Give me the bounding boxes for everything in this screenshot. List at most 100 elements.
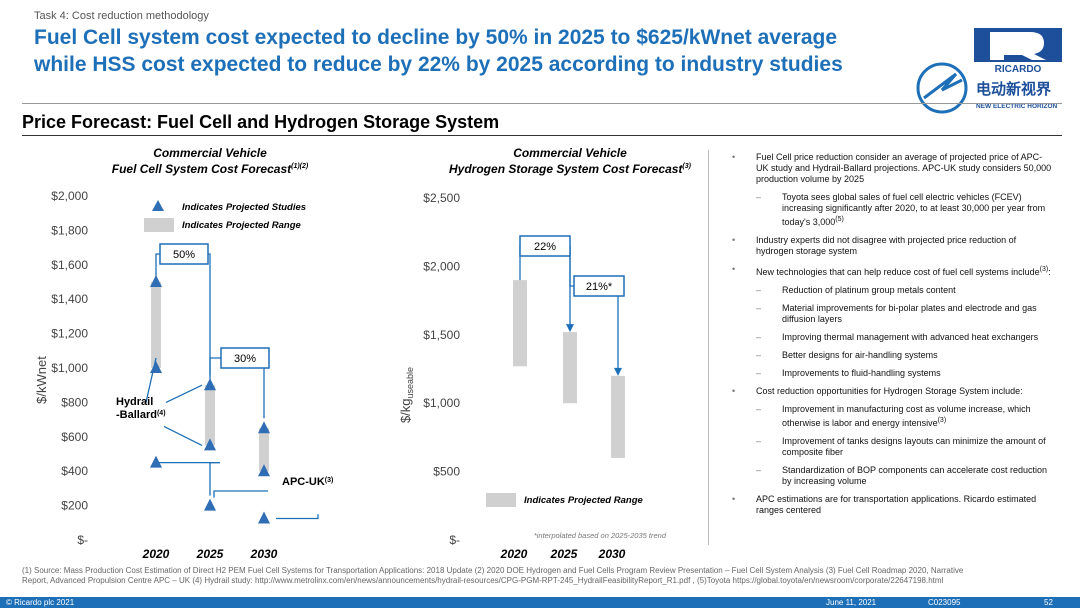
chart2-title-main: Hydrogen Storage System Cost Forecast bbox=[449, 162, 683, 176]
column-divider bbox=[708, 150, 709, 545]
chart1-apc-sup: (3) bbox=[325, 477, 334, 484]
chart1-x-tick: 2025 bbox=[196, 547, 224, 561]
sub-bullet-item: Improvement of tanks designs layouts can… bbox=[732, 436, 1052, 458]
bullet-text: Reduction of platinum group metals conte… bbox=[782, 285, 956, 295]
chart2-pct-box-1 bbox=[519, 235, 571, 257]
chart1-point bbox=[258, 511, 270, 524]
bullet-text: Improvements to fluid-handling systems bbox=[782, 368, 941, 378]
chart1-projected-ranges bbox=[151, 282, 269, 472]
sub-bullet-item: Improvements to fluid-handling systems bbox=[732, 368, 1052, 379]
chart1-legend-marker bbox=[152, 200, 164, 211]
chart2-connector-21 bbox=[569, 246, 619, 370]
chart1-point bbox=[150, 361, 162, 373]
chart2-x-tick: 2030 bbox=[598, 547, 626, 561]
bullet-sup: (5) bbox=[835, 216, 844, 223]
chart2-y-label-main: $/kg bbox=[398, 398, 413, 423]
chart1-title: Commercial Vehicle Fuel Cell System Cost… bbox=[90, 146, 330, 176]
chart1-y-tick: $2,000 bbox=[51, 189, 88, 203]
chart1-legend-range bbox=[144, 218, 174, 232]
logo-brand-text: RICARDO bbox=[995, 64, 1042, 75]
chart2-y-tick: $- bbox=[449, 533, 460, 547]
chart2-title: Commercial Vehicle Hydrogen Storage Syst… bbox=[420, 146, 720, 176]
footer-code: C023095 bbox=[928, 598, 961, 607]
chart1-legend-range-label: Indicates Projected Range bbox=[182, 220, 302, 231]
chart1-y-tick: $800 bbox=[61, 395, 88, 409]
bullet-text: Cost reduction opportunities for Hydroge… bbox=[756, 386, 1023, 396]
chart1-range-bar bbox=[151, 282, 161, 368]
sub-bullet-item: Standardization of BOP components can ac… bbox=[732, 465, 1052, 487]
task-label: Task 4: Cost reduction methodology bbox=[34, 10, 209, 22]
chart1-x-ticks: 2020 2025 2030 bbox=[142, 547, 278, 561]
logo-swirl-icon bbox=[916, 62, 968, 114]
chart1-y-label: $/kWnet bbox=[34, 356, 49, 404]
chart1-point bbox=[150, 455, 162, 468]
bullet-sup: (3) bbox=[1039, 266, 1049, 273]
sub-bullet-item: Toyota sees global sales of fuel cell el… bbox=[732, 192, 1052, 228]
chart2-title-line1: Commercial Vehicle bbox=[513, 146, 627, 160]
chart2-arrowhead-1 bbox=[566, 324, 574, 333]
chart2-legend-range-label: Indicates Projected Range bbox=[524, 495, 644, 506]
bullet-text: Fuel Cell price reduction consider an av… bbox=[756, 152, 1052, 184]
chart1-y-tick: $- bbox=[77, 533, 88, 547]
logo-r-mark bbox=[990, 32, 1046, 60]
chart1-apc-label-text: APC-UK bbox=[282, 476, 325, 488]
chart1-point bbox=[150, 275, 162, 287]
chart2-y-label-sub: useable bbox=[405, 367, 415, 399]
sub-bullet-item: Material improvements for bi-polar plate… bbox=[732, 303, 1052, 325]
chart1-y-ticks: $2,000 $1,800 $1,600 $1,400 $1,200 $1,000 $800… bbox=[51, 189, 88, 547]
section-title: Price Forecast: Fuel Cell and Hydrogen S… bbox=[22, 112, 500, 132]
footer-page: 52 bbox=[1044, 598, 1053, 607]
chart2-pct-1: 22% bbox=[534, 241, 556, 253]
sub-bullet-item: Improvement in manufacturing cost as vol… bbox=[732, 404, 1052, 429]
bullet-text: Better designs for air-handling systems bbox=[782, 350, 938, 360]
chart1-hydrail-arrow-2 bbox=[165, 384, 203, 403]
chart1-hydrail-sup: (4) bbox=[157, 410, 166, 417]
bullet-tail: : bbox=[1048, 267, 1051, 277]
chart2-x-ticks: 2020 2025 2030 bbox=[500, 547, 626, 561]
chart2-x-tick: 2020 bbox=[500, 547, 528, 561]
chart1-pct-1: 50% bbox=[173, 249, 195, 261]
sub-bullet-item: Better designs for air-handling systems bbox=[732, 350, 1052, 361]
bullet-list: Fuel Cell price reduction consider an av… bbox=[732, 152, 1052, 523]
hydrogen-storage-chart: $2,500 $2,000 $1,500 $1,000 $500 $- $/kguseab… bbox=[398, 191, 667, 561]
bullet-text: Improvement of tanks designs layouts can… bbox=[782, 436, 1046, 457]
chart1-title-sup: (1)(2) bbox=[291, 163, 309, 170]
bullet-text: Material improvements for bi-polar plate… bbox=[782, 303, 1037, 324]
section-divider bbox=[22, 135, 1062, 136]
chart2-title-sup: (3) bbox=[682, 163, 691, 170]
chart2-y-tick: $1,000 bbox=[423, 396, 460, 410]
headline-line-1: Fuel Cell system cost expected to declin… bbox=[34, 26, 838, 49]
chart1-legend-marker-label: Indicates Projected Studies bbox=[182, 202, 306, 213]
bullet-item: Industry experts did not disagree with p… bbox=[732, 235, 1052, 257]
logo-cn-text: 电动新视界 bbox=[976, 80, 1051, 98]
chart1-title-line2: Fuel Cell System Cost Forecast(1)(2) bbox=[90, 160, 330, 176]
chart1-hydrail-label-b: -Ballard(4) bbox=[116, 409, 166, 421]
chart1-connector-apc-down bbox=[209, 461, 220, 496]
chart1-point bbox=[258, 464, 270, 477]
header-divider bbox=[22, 103, 1062, 104]
chart1-y-tick: $1,800 bbox=[51, 223, 88, 237]
chart1-apc-arrow-1 bbox=[213, 490, 268, 498]
sub-bullet-item: Reduction of platinum group metals conte… bbox=[732, 285, 1052, 296]
headline: Fuel Cell system cost expected to declin… bbox=[34, 24, 954, 78]
bullet-item: Cost reduction opportunities for Hydroge… bbox=[732, 386, 1052, 397]
bullet-sup: (3) bbox=[937, 417, 947, 424]
chart1-hydrail-label-b-text: -Ballard bbox=[116, 409, 157, 421]
chart1-pct-2: 30% bbox=[234, 353, 256, 365]
bullet-item: APC estimations are for transportation a… bbox=[732, 494, 1052, 516]
logo-en-text: NEW ELECTRIC HORIZON bbox=[976, 103, 1058, 110]
chart2-x-tick: 2025 bbox=[550, 547, 578, 561]
chart1-pct-box-1 bbox=[159, 243, 209, 265]
chart1-connector-50 bbox=[155, 253, 211, 376]
chart2-arrowhead-2 bbox=[614, 367, 622, 376]
chart2-legend-range bbox=[486, 493, 516, 507]
chart2-range-bar bbox=[513, 280, 527, 367]
chart1-points bbox=[150, 275, 270, 524]
chart1-y-tick: $400 bbox=[61, 464, 88, 478]
chart1-x-tick: 2020 bbox=[142, 547, 170, 561]
bullet-text: Toyota sees global sales of fuel cell el… bbox=[782, 192, 1046, 227]
chart1-y-tick: $1,200 bbox=[51, 327, 88, 341]
chart1-range-bar bbox=[259, 428, 269, 472]
chart2-note: *interpolated based on 2025-2035 trend bbox=[534, 531, 667, 540]
bullet-item: New technologies that can help reduce co… bbox=[732, 264, 1052, 278]
